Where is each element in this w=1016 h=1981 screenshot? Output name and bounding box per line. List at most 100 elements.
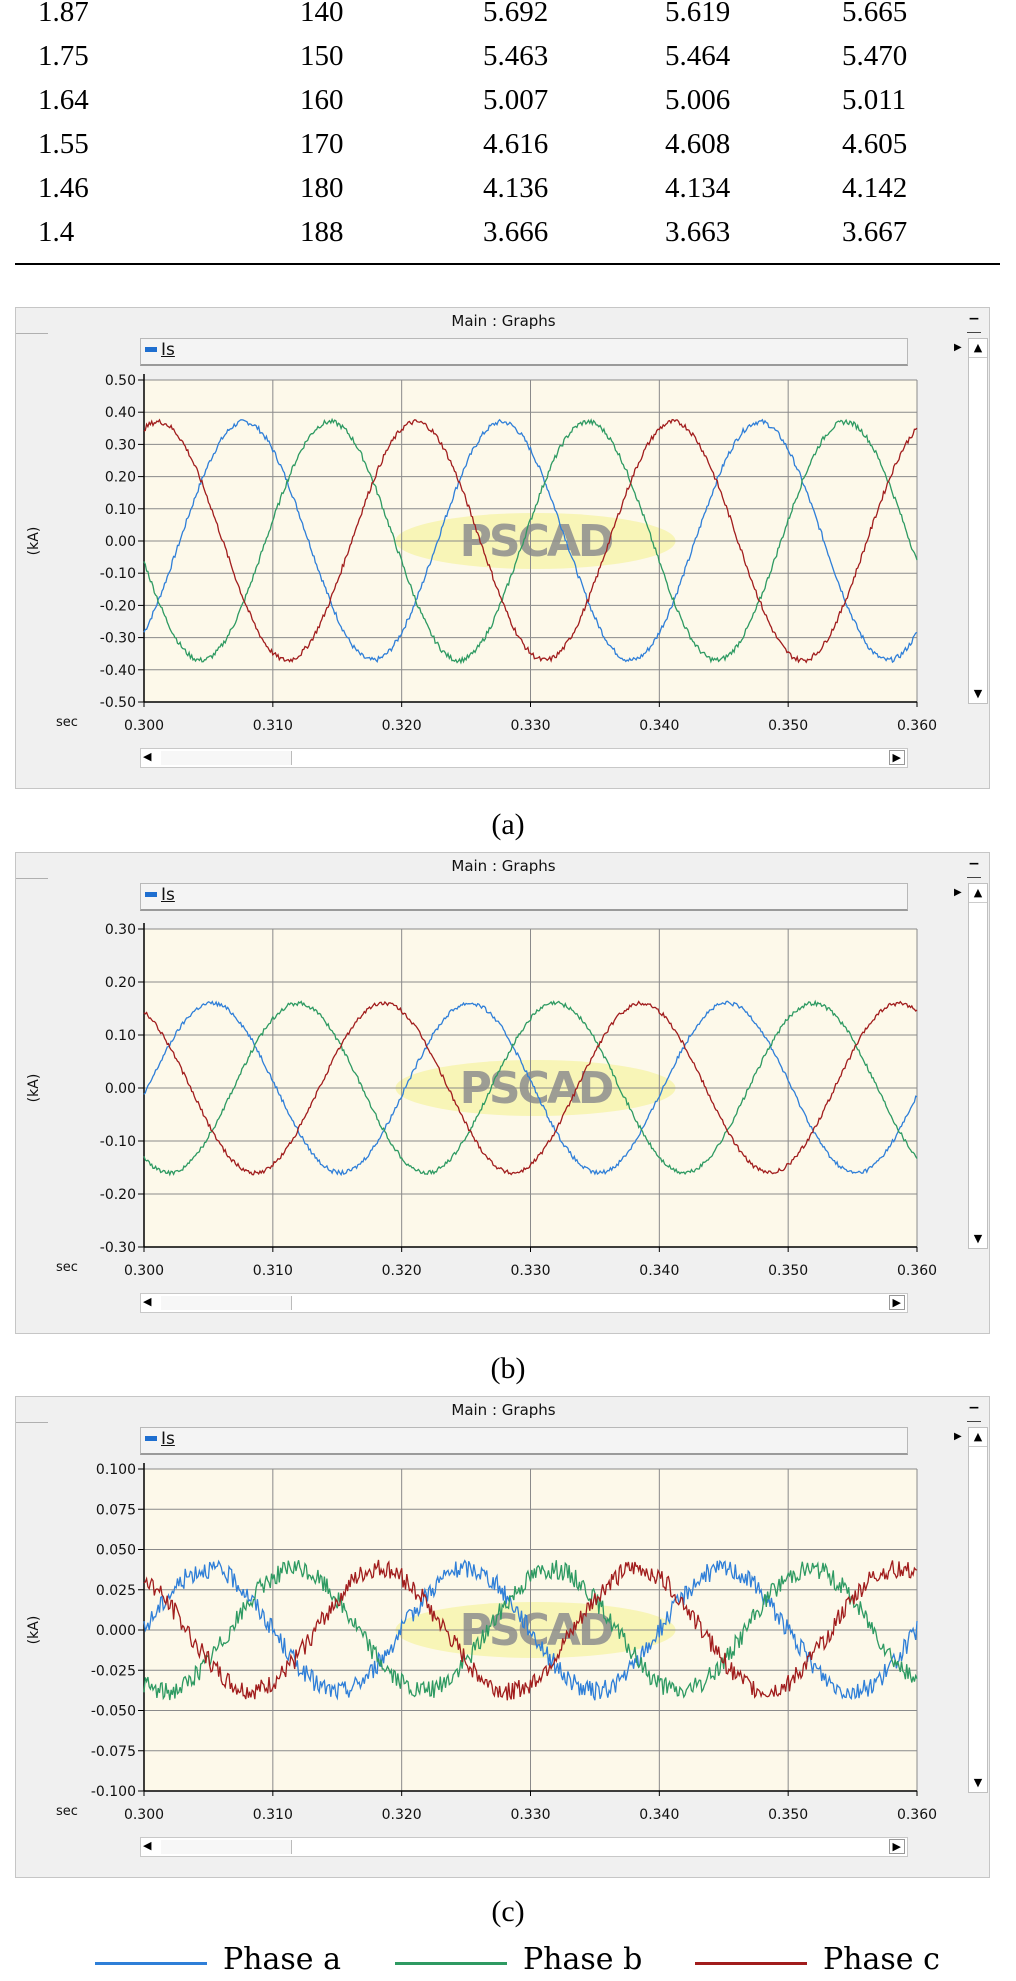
y-tick-label: 0.20 [105,975,136,991]
horizontal-scrollbar[interactable]: ◀ ▶ [140,1293,908,1313]
table-cell: 4.136 [483,172,549,204]
scroll-left-icon[interactable]: ◀ [143,1295,152,1308]
scroll-down-icon[interactable]: ▼ [973,687,983,700]
series-color-marker [145,892,157,897]
y-tick-label: 0.40 [105,405,136,421]
x-tick-label: 0.340 [639,1807,679,1823]
expand-arrow-icon[interactable]: ▶ [954,887,962,898]
y-tick-label: -0.30 [100,631,136,647]
table-cell: 1.75 [38,40,89,72]
minimize-button[interactable]: − [967,855,981,878]
scroll-thumb[interactable] [161,1296,292,1310]
x-tick-label: 0.340 [639,1263,679,1279]
graph-panel-c: PSCAD 0.100 0.075 0.050 0.025 0.000 -0.025 -0.0… [15,1396,990,1878]
table-cell: 1.64 [38,84,89,116]
minimize-button[interactable]: − [967,1399,981,1422]
table-cell: 1.87 [38,0,89,28]
graph-panel-a: PSCAD 0.50 0.40 0.30 0.20 0.10 0.00 -0.10 -0.20-… [15,307,990,789]
y-tick-label: -0.50 [100,695,136,711]
scroll-thumb[interactable] [161,751,292,765]
table-cell: 160 [300,84,344,116]
table-cell: 4.142 [842,172,908,204]
scroll-down-icon[interactable]: ▼ [973,1232,983,1245]
vertical-scrollbar[interactable]: ▲ ▼ [968,1427,988,1793]
x-tick-label: 0.350 [768,1807,808,1823]
y-tick-label: 0.075 [96,1502,136,1518]
table-row: 1.64 160 5.007 5.006 5.011 [15,82,1000,126]
series-color-marker [145,347,157,352]
y-tick-label: -0.050 [91,1704,136,1720]
table-row: 1.4 188 3.666 3.663 3.667 [15,214,1000,258]
scroll-left-icon[interactable]: ◀ [143,1839,152,1852]
scroll-right-icon[interactable]: ▶ [888,750,905,765]
y-tick-label: -0.30 [100,1240,136,1256]
table-cell: 5.692 [483,0,549,28]
scroll-down-icon[interactable]: ▼ [973,1776,983,1789]
scroll-thumb[interactable] [161,1840,292,1854]
y-tick-label: -0.075 [91,1744,136,1760]
x-tick-label: 0.310 [253,718,293,734]
y-tick-label: -0.20 [100,598,136,614]
panel-title: Main : Graphs [451,857,556,875]
series-line-phase-a [143,1559,918,1701]
scroll-up-icon[interactable]: ▲ [969,884,987,903]
y-tick-label: 0.20 [105,470,136,486]
graph-legend-bar: Is [140,338,908,366]
horizontal-scrollbar[interactable]: ◀ ▶ [140,748,908,768]
series-line-phase-a [143,1000,918,1177]
y-tick-label: 0.30 [105,922,136,938]
phase-legend: Phase a Phase b Phase c [0,1940,1016,1981]
series-color-marker [145,1436,157,1441]
divider [16,333,48,334]
expand-arrow-icon[interactable]: ▶ [954,1431,962,1442]
signal-name[interactable]: Is [161,1429,175,1449]
y-tick-label: -0.10 [100,1134,136,1150]
x-tick-label: 0.310 [253,1807,293,1823]
signal-name[interactable]: Is [161,340,175,360]
series-line-phase-c [143,418,918,664]
legend-line [395,1962,507,1965]
results-table: 1.87 140 5.692 5.619 5.665 1.75 150 5.463 5.464 5… [15,0,1000,265]
graph-legend-bar: Is [140,883,908,911]
table-cell: 4.608 [665,128,731,160]
series-line-phase-c [143,1000,918,1176]
y-tick-label: 0.050 [96,1543,136,1559]
scroll-right-icon[interactable]: ▶ [888,1839,905,1854]
graph-legend-bar: Is [140,1427,908,1455]
table-cell: 180 [300,172,344,204]
caption-a: (a) [491,808,525,841]
scroll-left-icon[interactable]: ◀ [143,750,152,763]
y-axis-label: (kA) [26,527,42,556]
scroll-right-icon[interactable]: ▶ [888,1295,905,1310]
expand-arrow-icon[interactable]: ▶ [954,342,962,353]
table-cell: 5.463 [483,40,549,72]
x-tick-label: 0.300 [124,1807,164,1823]
vertical-scrollbar[interactable]: ▲ ▼ [968,883,988,1249]
table-cell: 1.46 [38,172,89,204]
scroll-up-icon[interactable]: ▲ [969,1428,987,1447]
table-cell: 4.616 [483,128,549,160]
table-cell: 188 [300,216,344,248]
y-tick-label: -0.40 [100,663,136,679]
scroll-up-icon[interactable]: ▲ [969,339,987,358]
table-cell: 140 [300,0,344,28]
horizontal-scrollbar[interactable]: ◀ ▶ [140,1837,908,1857]
table-cell: 3.666 [483,216,549,248]
table-cell: 5.006 [665,84,731,116]
y-tick-label: 0.00 [105,534,136,550]
vertical-scrollbar[interactable]: ▲ ▼ [968,338,988,704]
chart-svg: PSCAD0.1000.0750.0500.0250.000-0.025-0.0… [26,1462,937,1823]
chart-svg: PSCAD0.500.400.300.200.100.00-0.10-0.20-… [26,373,937,734]
table-cell: 3.663 [665,216,731,248]
table-cell: 1.4 [38,216,75,248]
minimize-button[interactable]: − [967,310,981,333]
y-tick-label: 0.50 [105,373,136,389]
y-tick-label: -0.10 [100,566,136,582]
signal-name[interactable]: Is [161,885,175,905]
table-cell: 5.464 [665,40,731,72]
table-cell: 5.011 [842,84,907,116]
table-cell: 4.134 [665,172,731,204]
legend-label: Phase c [823,1942,940,1977]
x-tick-label: 0.320 [382,718,422,734]
panel-title: Main : Graphs [451,1401,556,1419]
